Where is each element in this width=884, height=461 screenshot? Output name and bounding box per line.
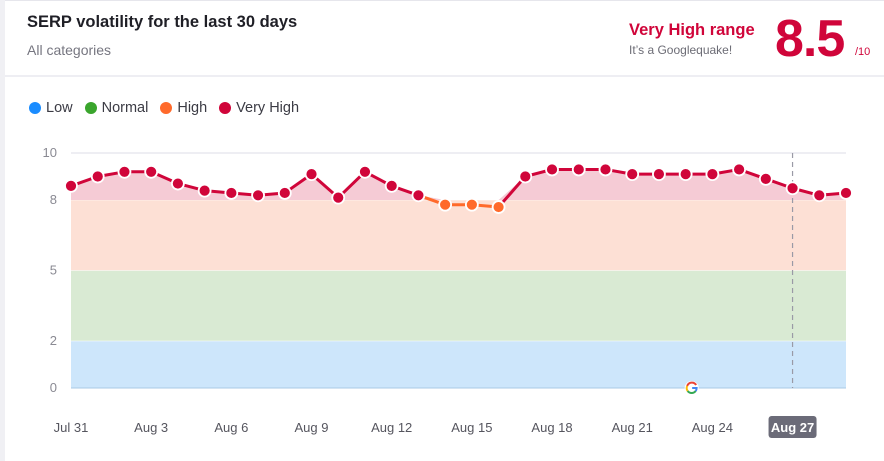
- data-point[interactable]: [812, 188, 827, 203]
- range-label: Very High range: [629, 21, 755, 39]
- data-point[interactable]: [304, 167, 319, 182]
- x-tick-label: Aug 15: [451, 420, 492, 435]
- card-title: SERP volatility for the last 30 days: [27, 13, 298, 31]
- data-point[interactable]: [758, 171, 773, 186]
- google-update-marker-icon[interactable]: [684, 381, 699, 395]
- legend-label: Very High: [236, 100, 300, 116]
- data-point[interactable]: [277, 186, 292, 200]
- data-point[interactable]: [839, 186, 853, 200]
- x-tick-label: Aug 12: [371, 420, 412, 435]
- volatility-score: 8.5: [775, 10, 845, 68]
- data-point[interactable]: [785, 181, 800, 196]
- legend-label: Normal: [101, 100, 149, 116]
- data-point[interactable]: [411, 188, 426, 203]
- x-tick-label: Jul 31: [54, 420, 89, 435]
- data-point[interactable]: [144, 164, 159, 179]
- legend-item-high[interactable]: High: [160, 100, 207, 116]
- data-point[interactable]: [545, 162, 559, 177]
- x-tick-label: Aug 3: [134, 420, 168, 435]
- x-tick-label: Aug 18: [531, 420, 572, 435]
- band-low: [71, 341, 846, 388]
- x-tick-label: Aug 21: [612, 420, 653, 435]
- y-tick-label: 5: [50, 263, 57, 278]
- data-point[interactable]: [491, 200, 506, 214]
- data-point[interactable]: [652, 167, 666, 182]
- data-point[interactable]: [625, 167, 640, 182]
- data-point[interactable]: [705, 167, 720, 182]
- y-tick-label: 8: [50, 192, 57, 207]
- legend-label: High: [177, 100, 208, 116]
- y-tick-label: 0: [50, 380, 57, 395]
- x-tick-label: Aug 9: [295, 420, 329, 435]
- data-point[interactable]: [117, 164, 132, 179]
- data-point[interactable]: [90, 169, 105, 184]
- data-point[interactable]: [464, 197, 479, 212]
- y-tick-label: 10: [43, 145, 57, 160]
- legend-dot-icon: [219, 102, 232, 114]
- chart-legend: Low Normal High Very High: [29, 100, 311, 116]
- serp-volatility-card: SERP volatility for the last 30 days All…: [5, 0, 884, 461]
- legend-item-normal[interactable]: Normal: [84, 100, 149, 116]
- range-description: It’s a Googlequake!: [629, 43, 733, 57]
- y-tick-label: 2: [50, 333, 57, 348]
- x-tick-label: Aug 6: [214, 420, 248, 435]
- data-point[interactable]: [331, 190, 346, 205]
- data-point[interactable]: [732, 162, 747, 177]
- x-tick-label: Aug 24: [692, 420, 733, 435]
- card-header: SERP volatility for the last 30 days All…: [5, 1, 884, 77]
- svg-text:Aug 27: Aug 27: [771, 420, 814, 435]
- data-point[interactable]: [64, 178, 78, 193]
- data-point[interactable]: [358, 164, 372, 179]
- data-point[interactable]: [571, 162, 586, 177]
- volatility-line-chart[interactable]: 0 2 5 8 10 Jul 31 Aug 3 Aug 6 Aug 9 Aug 12 Aug 15 A…: [5, 1, 884, 461]
- data-point[interactable]: [251, 188, 265, 203]
- data-point[interactable]: [438, 197, 453, 212]
- band-high: [71, 200, 846, 271]
- data-point[interactable]: [678, 167, 693, 182]
- data-point[interactable]: [170, 176, 185, 191]
- data-point[interactable]: [384, 178, 399, 193]
- legend-item-very-high[interactable]: Very High: [219, 100, 299, 116]
- data-point[interactable]: [598, 162, 613, 177]
- very-high-area: [71, 169, 846, 200]
- legend-item-low[interactable]: Low: [29, 100, 73, 116]
- category-filter-label: All categories: [27, 42, 112, 58]
- legend-dot-icon: [160, 102, 173, 114]
- data-point[interactable]: [518, 169, 533, 184]
- legend-dot-icon: [29, 102, 41, 114]
- data-point[interactable]: [224, 186, 239, 200]
- volatility-score-max: /10: [855, 46, 871, 58]
- band-normal: [71, 270, 846, 341]
- highlighted-date-label: Aug 27: [768, 416, 817, 438]
- data-point[interactable]: [197, 183, 212, 198]
- legend-dot-icon: [84, 102, 97, 114]
- legend-label: Low: [46, 100, 73, 116]
